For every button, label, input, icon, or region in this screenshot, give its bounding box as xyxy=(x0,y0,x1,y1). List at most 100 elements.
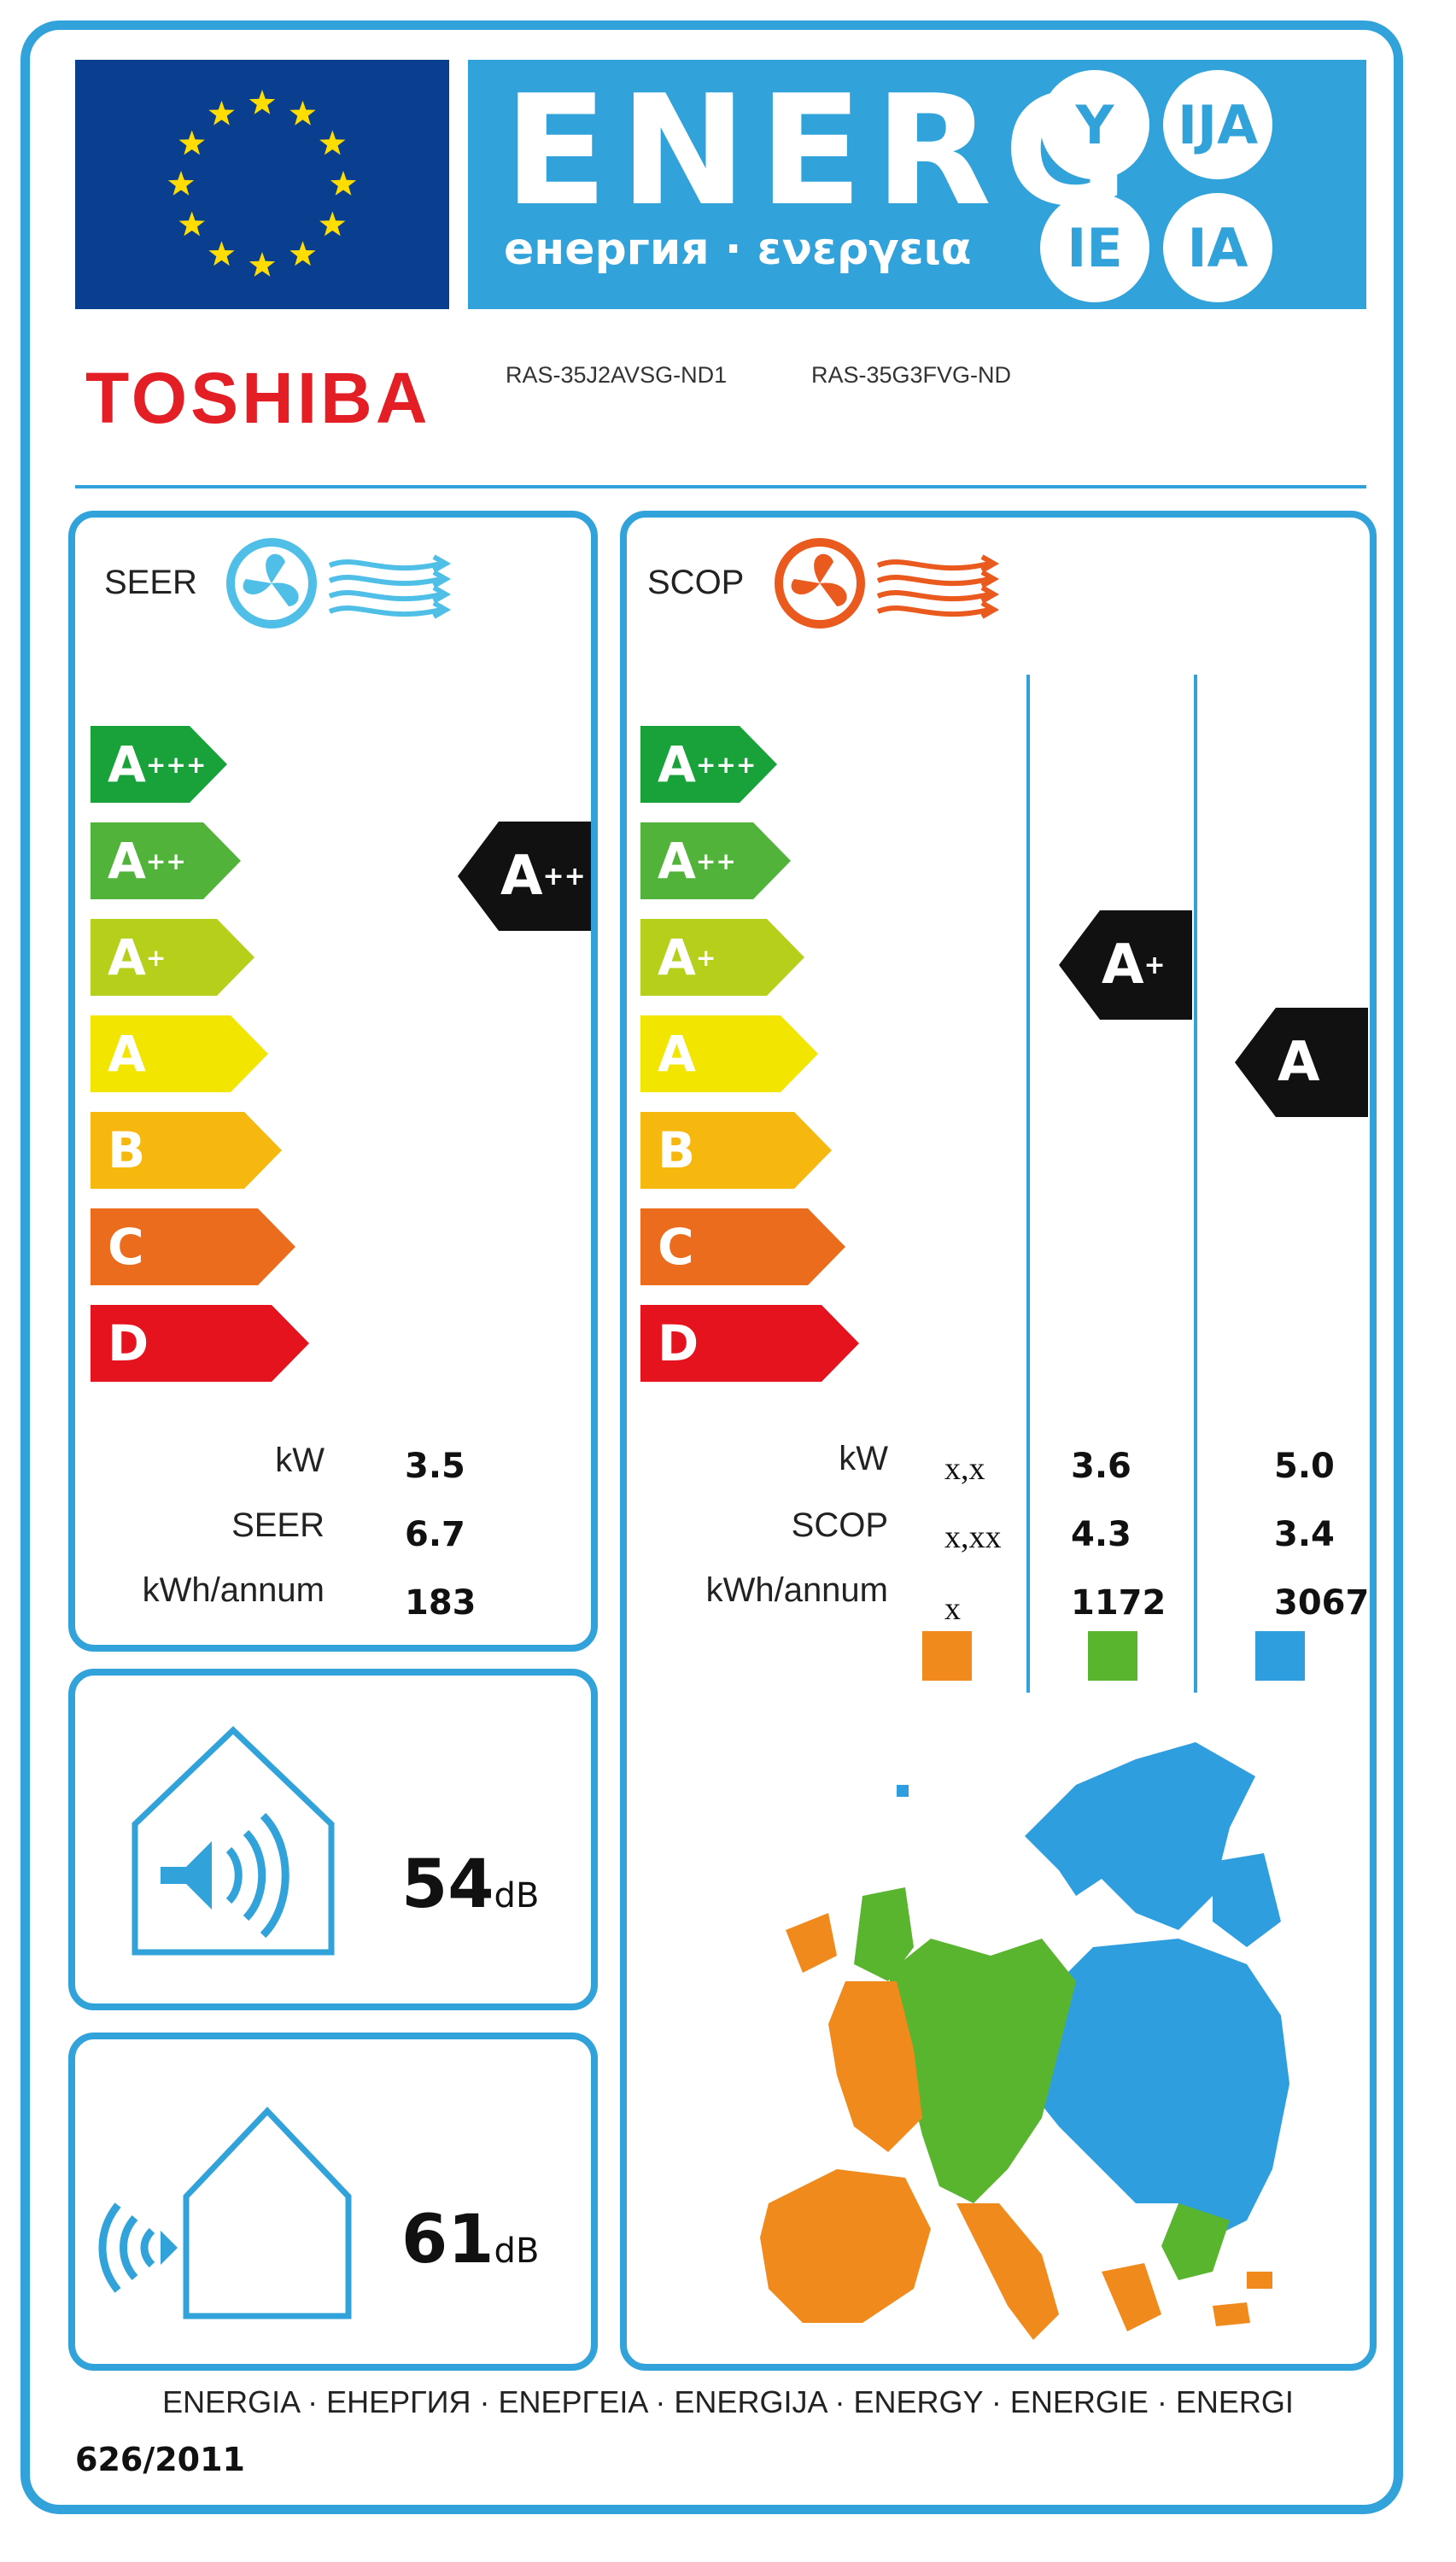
lang-suffix-ia: IA xyxy=(1163,193,1272,302)
indoor-noise-icon xyxy=(126,1722,340,1964)
heating-rating-average-sup: + xyxy=(1143,950,1166,980)
heating-fan-icon xyxy=(769,536,1008,634)
zone-warmer-swatch xyxy=(922,1631,972,1681)
footer-languages: ENERGIA · ЕНЕРГИЯ · ΕΝΕΡΓΕΙΑ · ENERGIJA … xyxy=(162,2384,1294,2419)
eu-star xyxy=(249,252,276,277)
eu-star xyxy=(319,130,346,155)
eu-star xyxy=(167,171,195,196)
eu-star xyxy=(330,171,357,196)
cooling-scale-bar: A + xyxy=(91,919,254,996)
heating-scale-letter: B xyxy=(658,1121,696,1179)
heating-warmer-value: x,xx xyxy=(944,1519,1002,1555)
heating-colder-value: 3.4 xyxy=(1274,1515,1335,1554)
europe-climate-map xyxy=(734,1725,1332,2360)
energy-subtitle: енергия · ενεργεια xyxy=(504,224,972,275)
eu-star xyxy=(289,241,316,266)
zone-average-swatch xyxy=(1088,1631,1137,1681)
zone-colder-swatch xyxy=(1255,1631,1305,1681)
cooling-scale-letter: D xyxy=(108,1314,149,1372)
cooling-scale-letter: A xyxy=(108,928,146,986)
cooling-scale-sup: + xyxy=(145,943,167,972)
heating-row-label: kWh/annum xyxy=(705,1571,888,1609)
cooling-scale-letter: B xyxy=(108,1121,146,1179)
heating-warmer-value: x,x xyxy=(944,1451,985,1487)
heating-colder-value: 5.0 xyxy=(1274,1447,1335,1486)
cooling-scale-letter: A xyxy=(108,735,146,793)
header-divider xyxy=(75,485,1366,488)
eu-star xyxy=(289,100,316,126)
heating-rating-average-letter: A xyxy=(1102,933,1144,997)
heating-scale-bar: A xyxy=(640,1015,818,1092)
cooling-scale-letter: C xyxy=(108,1218,144,1276)
heating-scale-bar: C xyxy=(640,1208,845,1285)
heating-scale-letter: A xyxy=(658,832,696,890)
cooling-scale-letter: A xyxy=(108,1025,146,1083)
heating-scale-letter: C xyxy=(658,1218,694,1276)
brand-name: TOSHIBA xyxy=(85,358,431,438)
lang-suffix-ie: IE xyxy=(1040,193,1149,302)
outdoor-noise-value: 61dB xyxy=(401,2202,539,2278)
outdoor-noise-icon xyxy=(92,2103,365,2328)
outdoor-noise-unit: dB xyxy=(494,2232,540,2271)
cooling-scale-sup: +++ xyxy=(145,750,207,779)
outdoor-noise-number: 61 xyxy=(401,2202,494,2278)
energy-title: ENERG xyxy=(504,62,1141,239)
cooling-row-label: SEER xyxy=(231,1506,325,1544)
cooling-scale-bar: D xyxy=(91,1305,309,1382)
heating-average-value: 1172 xyxy=(1071,1583,1167,1623)
eu-star xyxy=(249,90,276,114)
model-indoor: RAS-35J2AVSG-ND1 xyxy=(506,362,728,388)
eu-star xyxy=(178,130,205,155)
heating-average-value: 4.3 xyxy=(1071,1515,1131,1554)
eu-star xyxy=(319,211,346,237)
zone-divider xyxy=(1194,675,1197,1693)
heating-scale-letter: D xyxy=(658,1314,699,1372)
heating-scale-bar: A + xyxy=(640,919,804,996)
heating-average-value: 3.6 xyxy=(1071,1447,1131,1486)
cooling-scale-bar: A xyxy=(91,1015,268,1092)
cooling-row-label: kW xyxy=(275,1442,325,1479)
heating-scale-sup: ++ xyxy=(695,846,736,875)
cooling-scale-bar: C xyxy=(91,1208,295,1285)
heating-scale-letter: A xyxy=(658,1025,696,1083)
indoor-noise-unit: dB xyxy=(494,1876,540,1916)
cooling-scale-letter: A xyxy=(108,832,146,890)
heating-rating-colder-letter: A xyxy=(1278,1031,1320,1094)
heating-scale-letter: A xyxy=(658,735,696,793)
eu-star xyxy=(178,211,205,237)
lang-suffix-ija: IJA xyxy=(1163,70,1272,179)
heating-scale-sup: + xyxy=(695,943,716,972)
eu-star xyxy=(208,100,235,126)
eu-flag xyxy=(75,60,449,309)
lang-suffix-y: Y xyxy=(1040,70,1149,179)
regulation-number: 626/2011 xyxy=(75,2441,245,2478)
heating-scale-sup: +++ xyxy=(695,750,757,779)
cooling-scale-sup: ++ xyxy=(145,846,186,875)
heating-label: SCOP xyxy=(647,564,745,601)
model-outdoor: RAS-35G3FVG-ND xyxy=(811,362,1012,388)
cooling-fan-icon xyxy=(220,536,459,634)
cooling-row-label: kWh/annum xyxy=(142,1571,325,1609)
heating-row-label: kW xyxy=(839,1440,888,1477)
heating-warmer-value: x xyxy=(944,1591,961,1627)
cooling-row-value: 183 xyxy=(405,1583,477,1623)
cooling-row-value: 3.5 xyxy=(405,1447,465,1486)
heating-row-label: SCOP xyxy=(791,1506,888,1544)
outdoor-noise-panel xyxy=(68,2033,598,2371)
eu-star xyxy=(208,241,235,266)
heating-colder-value: 3067 xyxy=(1274,1583,1370,1623)
heating-scale-letter: A xyxy=(658,928,696,986)
zone-divider xyxy=(1026,675,1030,1693)
cooling-row-value: 6.7 xyxy=(405,1515,465,1554)
indoor-noise-panel xyxy=(68,1669,598,2010)
cooling-rating-letter: A xyxy=(500,845,543,908)
indoor-noise-value: 54dB xyxy=(401,1846,539,1923)
heating-scale-bar: B xyxy=(640,1112,832,1189)
heating-scale-bar: D xyxy=(640,1305,859,1382)
cooling-scale-bar: B xyxy=(91,1112,282,1189)
label-frame xyxy=(20,20,1403,2514)
cooling-panel xyxy=(68,511,598,1652)
cooling-label: SEER xyxy=(104,564,197,601)
indoor-noise-number: 54 xyxy=(401,1846,494,1923)
cooling-rating-sup: ++ xyxy=(542,861,586,892)
